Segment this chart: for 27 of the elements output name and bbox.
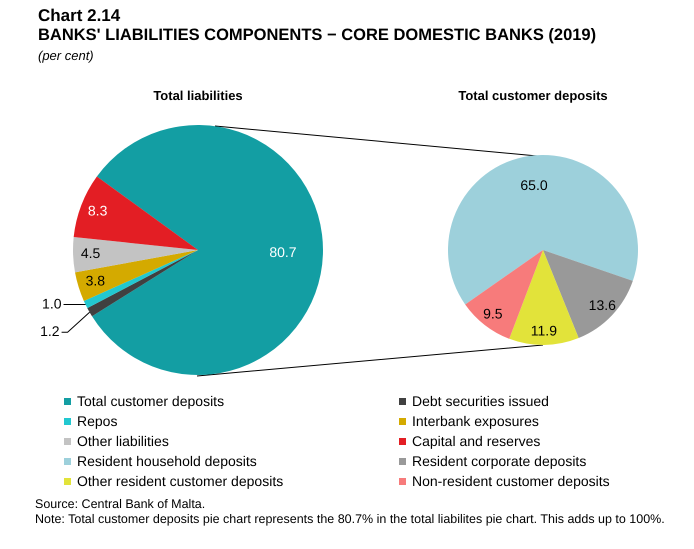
legend-label: Total customer deposits xyxy=(77,393,224,409)
legend-label: Other resident customer deposits xyxy=(77,473,284,489)
text: Note: Total customer deposits pie chart represents the 80.7% in the total liabilites pie chart. This adds up to 100%. xyxy=(35,512,666,527)
legend-label: Resident corporate deposits xyxy=(412,453,586,469)
data-label: 4.5 xyxy=(80,244,101,261)
caption: Chart 2.14 xyxy=(38,6,120,26)
chart-title: Total customer deposits xyxy=(457,88,609,103)
data-label: 8.3 xyxy=(88,202,108,218)
data-label: 9.5 xyxy=(483,305,503,322)
legend-label: Non-resident customer deposits xyxy=(412,473,610,489)
data-label: 1.0 xyxy=(42,295,62,312)
legend-label: Interbank exposures xyxy=(412,413,539,429)
text: BANKS' LIABILITIES COMPONENTS − CORE DOMESTIC BANKS (2019) xyxy=(38,26,596,45)
text: (per cent) xyxy=(38,48,94,63)
legend-label: Capital and reserves xyxy=(412,433,540,449)
data-label: 11.9 xyxy=(530,322,558,339)
chart-title: Total liabilities xyxy=(152,88,244,103)
data-label: 1.2 xyxy=(40,323,60,340)
data-label: 65.0 xyxy=(520,176,548,193)
legend-label: Repos xyxy=(77,413,118,429)
legend-label: Debt securities issued xyxy=(412,393,549,409)
data-label: 3.8 xyxy=(86,272,106,289)
legend-label: Resident household deposits xyxy=(77,453,257,469)
data-label: 13.6 xyxy=(588,297,616,314)
data-label: 80.7 xyxy=(269,244,297,260)
source-note: Source: Central Bank of Malta. xyxy=(35,497,206,512)
legend-label: Other liabilities xyxy=(77,433,169,449)
